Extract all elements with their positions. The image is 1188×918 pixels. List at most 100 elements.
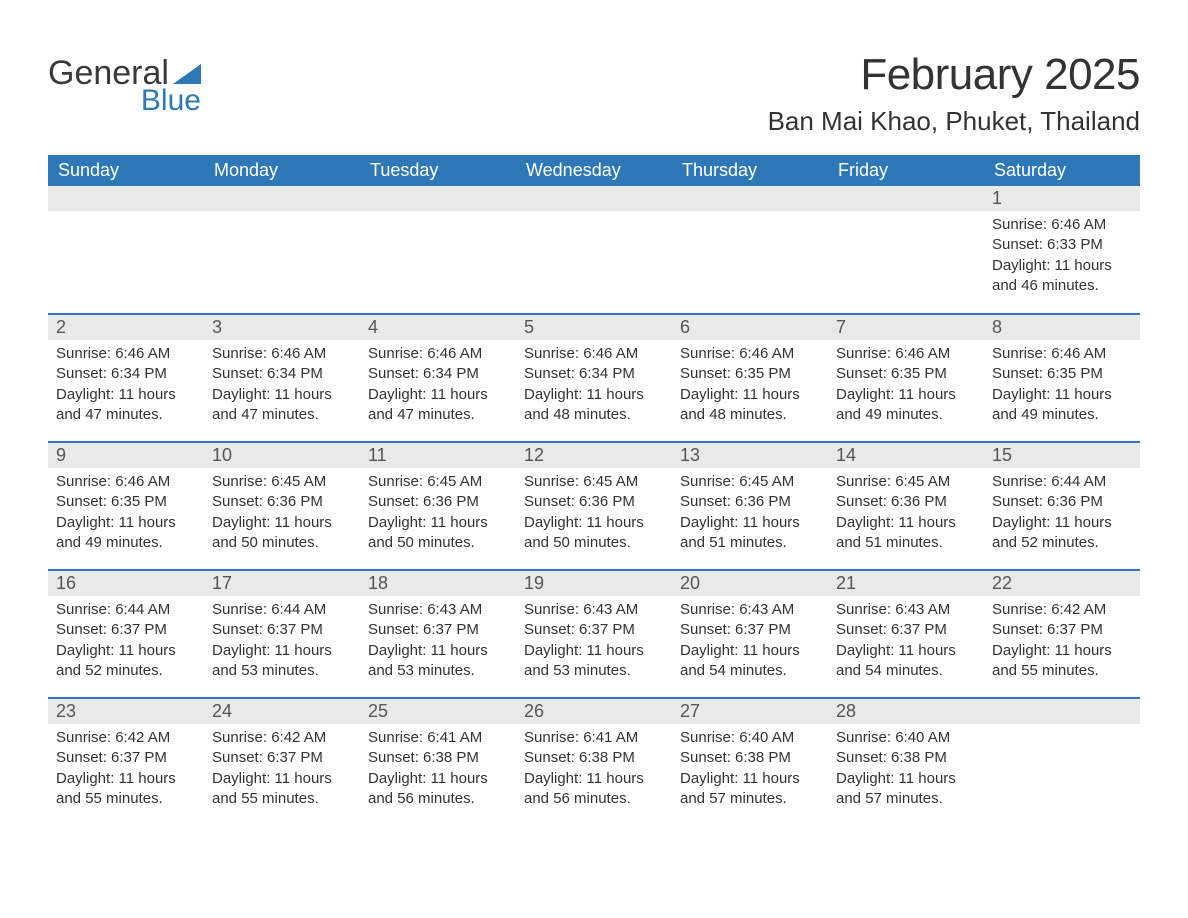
- day-body: Sunrise: 6:46 AMSunset: 6:34 PMDaylight:…: [48, 340, 204, 433]
- daylight-text: Daylight: 11 hours and 50 minutes.: [524, 513, 664, 554]
- calendar-week: 23Sunrise: 6:42 AMSunset: 6:37 PMDayligh…: [48, 698, 1140, 826]
- daylight-text: Daylight: 11 hours and 55 minutes.: [212, 769, 352, 810]
- daylight-text: Daylight: 11 hours and 47 minutes.: [368, 385, 508, 426]
- calendar-cell: 18Sunrise: 6:43 AMSunset: 6:37 PMDayligh…: [360, 570, 516, 698]
- calendar-week: 16Sunrise: 6:44 AMSunset: 6:37 PMDayligh…: [48, 570, 1140, 698]
- day-number: [204, 186, 360, 211]
- daylight-text: Daylight: 11 hours and 48 minutes.: [524, 385, 664, 426]
- daylight-text: Daylight: 11 hours and 47 minutes.: [56, 385, 196, 426]
- day-body: Sunrise: 6:43 AMSunset: 6:37 PMDaylight:…: [672, 596, 828, 689]
- day-number: 4: [360, 315, 516, 340]
- sunset-text: Sunset: 6:35 PM: [992, 364, 1132, 384]
- sunset-text: Sunset: 6:34 PM: [56, 364, 196, 384]
- calendar-cell: 1Sunrise: 6:46 AMSunset: 6:33 PMDaylight…: [984, 186, 1140, 314]
- day-number: 27: [672, 699, 828, 724]
- calendar-cell: 9Sunrise: 6:46 AMSunset: 6:35 PMDaylight…: [48, 442, 204, 570]
- day-header-row: Sunday Monday Tuesday Wednesday Thursday…: [48, 155, 1140, 186]
- calendar-cell: 3Sunrise: 6:46 AMSunset: 6:34 PMDaylight…: [204, 314, 360, 442]
- day-number: 19: [516, 571, 672, 596]
- day-header: Saturday: [984, 155, 1140, 186]
- logo-text: General Blue: [48, 56, 201, 116]
- day-number: 28: [828, 699, 984, 724]
- day-number: 25: [360, 699, 516, 724]
- day-number: [672, 186, 828, 211]
- day-body: Sunrise: 6:46 AMSunset: 6:35 PMDaylight:…: [672, 340, 828, 433]
- location: Ban Mai Khao, Phuket, Thailand: [768, 106, 1140, 137]
- day-number: 22: [984, 571, 1140, 596]
- calendar-cell: [204, 186, 360, 314]
- sunrise-text: Sunrise: 6:41 AM: [524, 728, 664, 748]
- sunset-text: Sunset: 6:36 PM: [992, 492, 1132, 512]
- day-body: Sunrise: 6:40 AMSunset: 6:38 PMDaylight:…: [828, 724, 984, 817]
- calendar-cell: 25Sunrise: 6:41 AMSunset: 6:38 PMDayligh…: [360, 698, 516, 826]
- daylight-text: Daylight: 11 hours and 46 minutes.: [992, 256, 1132, 297]
- sunset-text: Sunset: 6:36 PM: [368, 492, 508, 512]
- calendar-cell: [48, 186, 204, 314]
- daylight-text: Daylight: 11 hours and 56 minutes.: [368, 769, 508, 810]
- calendar-cell: [984, 698, 1140, 826]
- day-number: 15: [984, 443, 1140, 468]
- sunrise-text: Sunrise: 6:46 AM: [56, 344, 196, 364]
- calendar-cell: [360, 186, 516, 314]
- sunrise-text: Sunrise: 6:40 AM: [836, 728, 976, 748]
- day-number: 6: [672, 315, 828, 340]
- day-body: Sunrise: 6:46 AMSunset: 6:35 PMDaylight:…: [48, 468, 204, 561]
- sunset-text: Sunset: 6:36 PM: [524, 492, 664, 512]
- calendar-cell: 8Sunrise: 6:46 AMSunset: 6:35 PMDaylight…: [984, 314, 1140, 442]
- day-number: 23: [48, 699, 204, 724]
- sunset-text: Sunset: 6:37 PM: [524, 620, 664, 640]
- sunrise-text: Sunrise: 6:43 AM: [368, 600, 508, 620]
- day-body: Sunrise: 6:45 AMSunset: 6:36 PMDaylight:…: [672, 468, 828, 561]
- sunset-text: Sunset: 6:37 PM: [56, 748, 196, 768]
- day-body: Sunrise: 6:40 AMSunset: 6:38 PMDaylight:…: [672, 724, 828, 817]
- calendar-cell: 23 Sunrise: 6:42 AMSunset: 6:37 PMDayligh…: [48, 698, 204, 826]
- sunset-text: Sunset: 6:37 PM: [680, 620, 820, 640]
- calendar-cell: 11Sunrise: 6:45 AMSunset: 6:36 PMDayligh…: [360, 442, 516, 570]
- sunset-text: Sunset: 6:36 PM: [212, 492, 352, 512]
- day-body: [828, 211, 984, 223]
- sunset-text: Sunset: 6:34 PM: [212, 364, 352, 384]
- day-body: Sunrise: 6:42 AMSunset: 6:37 PMDaylight:…: [984, 596, 1140, 689]
- day-number: [828, 186, 984, 211]
- daylight-text: Daylight: 11 hours and 55 minutes.: [56, 769, 196, 810]
- calendar-cell: 14Sunrise: 6:45 AMSunset: 6:36 PMDayligh…: [828, 442, 984, 570]
- sunset-text: Sunset: 6:34 PM: [368, 364, 508, 384]
- daylight-text: Daylight: 11 hours and 51 minutes.: [680, 513, 820, 554]
- day-body: Sunrise: 6:45 AMSunset: 6:36 PMDaylight:…: [360, 468, 516, 561]
- day-body: Sunrise: 6:41 AMSunset: 6:38 PMDaylight:…: [516, 724, 672, 817]
- calendar-cell: [516, 186, 672, 314]
- calendar-cell: [828, 186, 984, 314]
- day-number: 7: [828, 315, 984, 340]
- sunrise-text: Sunrise: 6:45 AM: [836, 472, 976, 492]
- sunrise-text: Sunrise: 6:42 AM: [56, 728, 196, 748]
- daylight-text: Daylight: 11 hours and 53 minutes.: [524, 641, 664, 682]
- daylight-text: Daylight: 11 hours and 53 minutes.: [212, 641, 352, 682]
- calendar-cell: 6Sunrise: 6:46 AMSunset: 6:35 PMDaylight…: [672, 314, 828, 442]
- day-body: [48, 211, 204, 223]
- day-body: [984, 724, 1140, 736]
- sunrise-text: Sunrise: 6:45 AM: [524, 472, 664, 492]
- day-header: Monday: [204, 155, 360, 186]
- day-number: [48, 186, 204, 211]
- calendar-cell: [672, 186, 828, 314]
- day-body: Sunrise: 6:44 AMSunset: 6:36 PMDaylight:…: [984, 468, 1140, 561]
- calendar-cell: 2Sunrise: 6:46 AMSunset: 6:34 PMDaylight…: [48, 314, 204, 442]
- calendar-cell: 7Sunrise: 6:46 AMSunset: 6:35 PMDaylight…: [828, 314, 984, 442]
- day-number: 2: [48, 315, 204, 340]
- daylight-text: Daylight: 11 hours and 57 minutes.: [680, 769, 820, 810]
- sunset-text: Sunset: 6:37 PM: [212, 748, 352, 768]
- day-body: [360, 211, 516, 223]
- day-number: 11: [360, 443, 516, 468]
- sunset-text: Sunset: 6:35 PM: [836, 364, 976, 384]
- day-number: 17: [204, 571, 360, 596]
- day-body: Sunrise: 6:46 AMSunset: 6:34 PMDaylight:…: [516, 340, 672, 433]
- day-number: 18: [360, 571, 516, 596]
- day-body: Sunrise: 6:44 AMSunset: 6:37 PMDaylight:…: [204, 596, 360, 689]
- calendar-cell: 21Sunrise: 6:43 AMSunset: 6:37 PMDayligh…: [828, 570, 984, 698]
- calendar-table: Sunday Monday Tuesday Wednesday Thursday…: [48, 155, 1140, 826]
- daylight-text: Daylight: 11 hours and 49 minutes.: [992, 385, 1132, 426]
- daylight-text: Daylight: 11 hours and 49 minutes.: [56, 513, 196, 554]
- sunset-text: Sunset: 6:37 PM: [992, 620, 1132, 640]
- sunset-text: Sunset: 6:35 PM: [56, 492, 196, 512]
- day-number: 16: [48, 571, 204, 596]
